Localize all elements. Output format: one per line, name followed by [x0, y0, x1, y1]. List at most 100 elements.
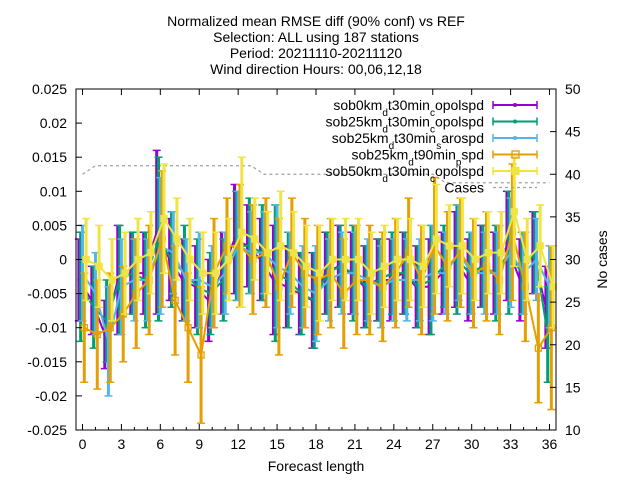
chart-title: Normalized mean RMSE diff (90% conf) vs … — [167, 13, 465, 77]
legend-marker — [511, 166, 520, 176]
data-point — [197, 278, 201, 282]
data-point — [95, 262, 103, 270]
data-point — [549, 283, 557, 291]
data-point — [328, 255, 337, 264]
y-tick-label: -0.025 — [27, 422, 67, 438]
cases-line — [82, 165, 550, 184]
y-tick-label: 0.015 — [32, 149, 67, 165]
data-point — [186, 255, 194, 264]
data-point — [303, 262, 311, 270]
data-point — [497, 249, 505, 257]
x-tick-label: 0 — [79, 436, 87, 452]
data-point — [445, 242, 454, 250]
data-point — [510, 208, 518, 216]
legend-label: sob50kmdt30mincopolspd — [326, 163, 484, 185]
data-point — [290, 249, 298, 257]
legend-label: sob25kmdt30minsarospd — [332, 130, 484, 152]
x-tick-label: 24 — [386, 436, 402, 452]
x-tick-label: 3 — [118, 436, 126, 452]
x-tick-label: 9 — [195, 436, 203, 452]
x-axis-title: Forecast length — [268, 458, 365, 474]
title-line: Period: 20211110-20211120 — [230, 45, 403, 61]
legend: sob0kmdt30mincopolspdsob25kmdt30mincopol… — [326, 97, 538, 196]
data-point — [134, 255, 142, 264]
x-tick-label: 27 — [425, 436, 441, 452]
x-tick-label: 33 — [503, 436, 519, 452]
y2-tick-label: 35 — [565, 209, 581, 225]
y2-tick-label: 40 — [565, 166, 581, 182]
data-point — [277, 242, 285, 250]
data-point — [315, 269, 324, 277]
data-point — [432, 235, 441, 243]
data-point — [406, 255, 415, 264]
x-tick-label: 12 — [230, 436, 246, 452]
data-point — [82, 255, 90, 264]
data-point — [523, 255, 531, 264]
legend-marker — [513, 136, 517, 140]
series-sob50km_dt30min_copolspd — [82, 156, 558, 329]
legend-label: sob25kmdt30mincopolspd — [326, 114, 484, 136]
y-tick-label: 0.025 — [32, 81, 67, 97]
data-point — [225, 255, 233, 264]
data-point — [121, 269, 129, 277]
x-tick-label: 18 — [308, 436, 324, 452]
data-point — [354, 255, 363, 264]
data-point — [173, 235, 181, 243]
legend-label: sob0kmdt30mincopolspd — [333, 97, 484, 119]
title-line: Wind direction Hours: 00,06,12,18 — [210, 61, 422, 77]
data-point — [393, 255, 402, 264]
data-point — [199, 269, 207, 277]
legend-label: sob25kmdt90minpspd — [351, 147, 484, 169]
data-point — [419, 262, 428, 270]
data-point — [367, 269, 376, 277]
x-tick-label: 21 — [347, 436, 363, 452]
data-point — [534, 344, 543, 352]
data-point — [380, 262, 389, 270]
x-tick-label: 36 — [542, 436, 558, 452]
y2-tick-label: 15 — [565, 379, 581, 395]
data-point — [171, 296, 179, 305]
y-tick-label: 0.01 — [40, 183, 67, 199]
series-sob25km_dt90min_pspd — [80, 163, 556, 424]
y2-axis-title: No cases — [594, 230, 610, 288]
data-point — [534, 257, 539, 262]
data-point — [471, 255, 479, 264]
legend-marker — [511, 150, 520, 159]
legend-marker — [513, 103, 517, 107]
axes: 0 3 6 9 12 15 18 21 24 27 30 33 360.0250.020.0150.01… — [27, 81, 610, 474]
y-tick-label: -0.02 — [35, 388, 67, 404]
data-point — [536, 242, 544, 250]
title-line: Selection: ALL using 187 stations — [213, 29, 419, 45]
data-point — [484, 249, 492, 257]
y-tick-label: 0.02 — [40, 115, 67, 131]
data-point — [147, 249, 155, 257]
data-point — [341, 255, 350, 264]
data-point — [458, 242, 466, 250]
plot-area — [74, 149, 558, 424]
legend-label: Cases — [444, 180, 484, 196]
y2-tick-label: 50 — [565, 81, 581, 97]
x-tick-label: 6 — [156, 436, 164, 452]
y-tick-label: -0.01 — [35, 320, 67, 336]
y-tick-label: 0.005 — [32, 217, 67, 233]
data-point — [160, 214, 168, 223]
y2-tick-label: 30 — [565, 252, 581, 268]
x-tick-label: 15 — [269, 436, 285, 452]
x-tick-label: 30 — [464, 436, 480, 452]
data-point — [212, 269, 220, 277]
y2-tick-label: 10 — [565, 422, 581, 438]
y2-tick-label: 25 — [565, 294, 581, 310]
y-tick-label: -0.005 — [27, 286, 67, 302]
title-line: Normalized mean RMSE diff (90% conf) vs … — [167, 13, 465, 29]
data-point — [238, 228, 246, 236]
series-line — [83, 231, 553, 359]
data-point — [197, 351, 205, 359]
data-point — [108, 276, 116, 284]
y2-tick-label: 20 — [565, 337, 581, 353]
data-point — [93, 330, 101, 339]
data-point — [264, 249, 272, 257]
data-point — [106, 324, 114, 332]
data-point — [184, 324, 192, 332]
legend-marker — [513, 119, 517, 124]
